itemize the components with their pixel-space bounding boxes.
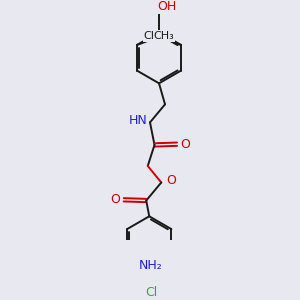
Text: O: O <box>166 174 176 187</box>
Text: O: O <box>110 193 120 206</box>
Text: CH₃: CH₃ <box>154 31 174 41</box>
Text: HN: HN <box>129 114 148 128</box>
Text: O: O <box>180 138 190 151</box>
Text: CH₃: CH₃ <box>144 31 164 41</box>
Text: OH: OH <box>157 0 176 13</box>
Text: Cl: Cl <box>146 286 158 299</box>
Text: NH₂: NH₂ <box>139 260 162 272</box>
